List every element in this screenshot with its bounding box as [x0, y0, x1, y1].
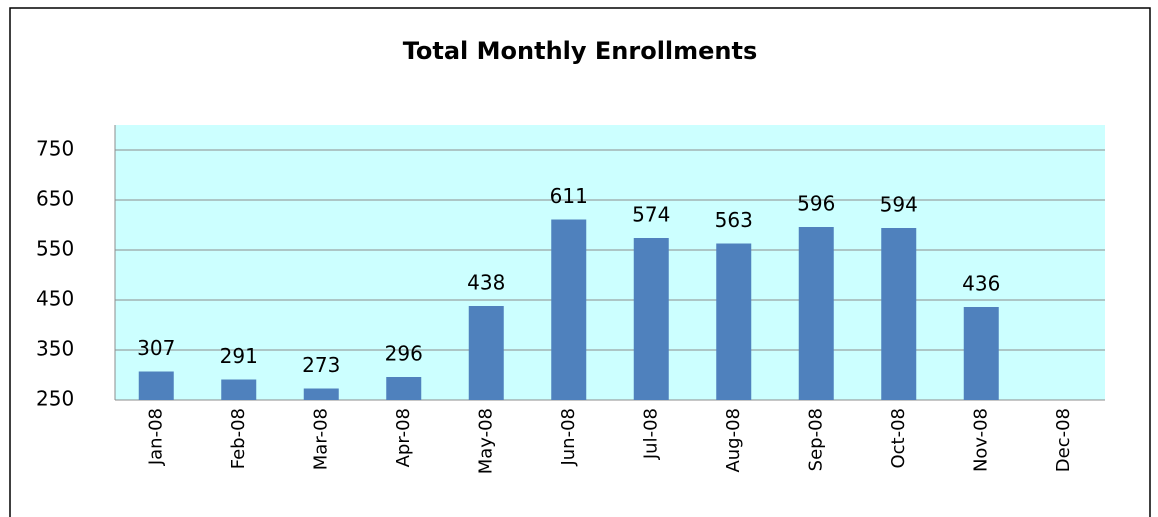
data-label: 436 [962, 272, 1000, 296]
plot-area [115, 125, 1105, 400]
bar [798, 227, 834, 400]
x-tick-label: Aug-08 [723, 408, 744, 473]
bar [303, 388, 339, 400]
bar [221, 379, 257, 400]
data-label: 611 [550, 184, 588, 208]
y-tick-label: 550 [36, 237, 74, 261]
x-tick-label: May-08 [475, 408, 496, 474]
data-label: 596 [797, 192, 835, 216]
data-label: 563 [715, 208, 753, 232]
bar [468, 306, 504, 400]
y-tick-label: 650 [36, 187, 74, 211]
data-label: 273 [302, 353, 340, 377]
x-tick-label: Mar-08 [310, 408, 331, 470]
data-label: 438 [467, 271, 505, 295]
x-tick-label: Jul-08 [640, 408, 661, 460]
bar [386, 377, 422, 400]
x-tick-label: Oct-08 [888, 408, 909, 469]
bar [881, 228, 917, 400]
bar [963, 307, 999, 400]
data-label: 594 [880, 193, 918, 217]
data-label: 574 [632, 203, 670, 227]
x-tick-label: Jan-08 [145, 408, 166, 466]
data-label: 291 [220, 344, 258, 368]
x-tick-label: Jun-08 [558, 408, 579, 467]
x-tick-label: Sep-08 [805, 408, 826, 471]
x-tick-label: Apr-08 [393, 408, 414, 467]
bar [716, 243, 752, 400]
chart-title: Total Monthly Enrollments [403, 37, 758, 65]
bar [551, 219, 587, 400]
data-label: 307 [137, 336, 175, 360]
x-tick-label: Nov-08 [970, 408, 991, 472]
bar [633, 238, 669, 400]
y-tick-label: 750 [36, 137, 74, 161]
x-tick-label: Dec-08 [1053, 408, 1074, 472]
y-tick-label: 450 [36, 287, 74, 311]
y-tick-label: 350 [36, 337, 74, 361]
bar [138, 371, 174, 400]
x-tick-label: Feb-08 [228, 408, 249, 469]
y-tick-label: 250 [36, 387, 74, 411]
data-label: 296 [385, 342, 423, 366]
